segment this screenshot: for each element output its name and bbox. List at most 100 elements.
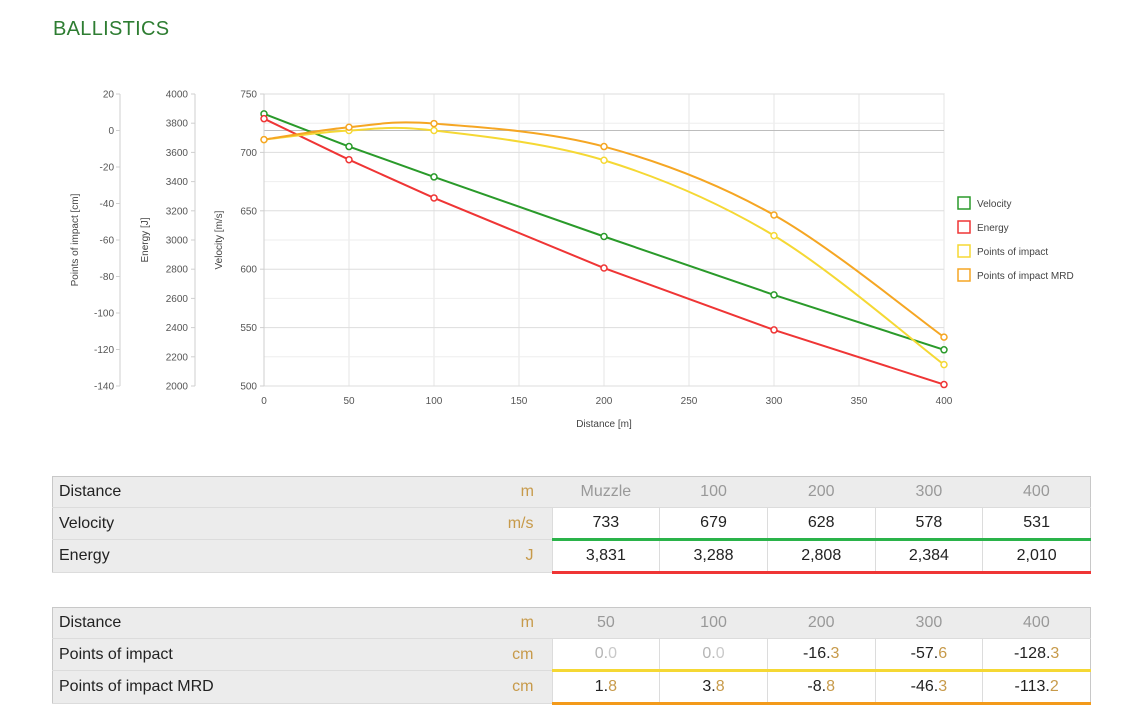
points-of-impact-mrd-point xyxy=(940,333,948,341)
energy-tick-label: 2400 xyxy=(166,323,189,334)
impact-mrd-cell: -113.2 xyxy=(982,670,1091,705)
distance-cell: 400 xyxy=(982,607,1091,639)
impact-tick-label: -120 xyxy=(94,345,114,356)
velocity-point xyxy=(600,232,608,241)
points-of-impact-mrd-point xyxy=(345,123,353,131)
distance-cell: 100 xyxy=(659,476,768,508)
row-label: Energy xyxy=(52,539,439,573)
x-tick-label: 400 xyxy=(936,396,953,407)
energy-tick-label: 4000 xyxy=(166,90,189,101)
energy-point xyxy=(345,155,353,164)
velocity-tick-label: 550 xyxy=(240,323,257,334)
energy-cell: 3,831 xyxy=(551,539,660,574)
velocity-tick-label: 500 xyxy=(240,382,257,393)
distance-cell: 50 xyxy=(552,607,660,639)
points-of-impact-mrd-point xyxy=(770,211,778,219)
points-of-impact-mrd-point xyxy=(430,119,438,128)
velocity-cell: 578 xyxy=(874,507,983,541)
impact-tick-label: -140 xyxy=(94,382,114,393)
energy-tick-label: 3200 xyxy=(166,206,189,217)
impact-table: Distance m 50 100 200 300 400 Points of … xyxy=(52,607,1091,705)
velocity-cell: 679 xyxy=(659,507,768,541)
impact-mrd-cell: 1.8 xyxy=(551,670,660,705)
legend-swatch-velocity xyxy=(957,196,971,210)
energy-series-line xyxy=(263,117,945,386)
x-tick-label: 250 xyxy=(681,396,698,407)
velocity-tick-label: 650 xyxy=(240,206,257,217)
impact-tick-label: -40 xyxy=(100,199,115,210)
points-of-impact-mrd-point xyxy=(260,135,268,144)
points-of-impact-point xyxy=(940,360,948,369)
distance-cell: 400 xyxy=(982,476,1091,508)
table-row-energy: Energy J 3,831 3,288 2,808 2,384 2,010 xyxy=(52,539,1091,574)
velocity-cell: 531 xyxy=(982,507,1091,541)
energy-tick-label: 3800 xyxy=(166,119,189,130)
energy-point xyxy=(600,264,608,272)
legend-label-points-of-impact-mrd: Points of impact MRD xyxy=(977,271,1074,282)
energy-point xyxy=(260,114,268,123)
impact-axis-title: Points of impact [cm] xyxy=(70,193,81,286)
x-tick-label: 100 xyxy=(426,396,443,407)
velocity-tick-label: 700 xyxy=(240,148,257,159)
table-row-distance: Distance m Muzzle 100 200 300 400 xyxy=(52,476,1091,508)
ballistics-table: Distance m Muzzle 100 200 300 400 Veloci… xyxy=(52,476,1091,574)
velocity-point xyxy=(940,346,948,354)
points-of-impact-point xyxy=(770,231,778,240)
points-of-impact-point xyxy=(600,156,608,164)
impact-cell: 0.0 xyxy=(659,638,768,672)
points-of-impact-mrd-point xyxy=(600,142,608,151)
table-row-velocity: Velocity m/s 733 679 628 578 531 xyxy=(52,507,1091,541)
distance-cell: 100 xyxy=(659,607,768,639)
row-label: Distance xyxy=(52,607,439,639)
distance-cell: 200 xyxy=(767,476,876,508)
row-label: Points of impact xyxy=(52,638,439,671)
velocity-tick-label: 600 xyxy=(240,265,257,276)
row-unit: m xyxy=(439,476,552,508)
row-label: Points of impact MRD xyxy=(52,670,439,704)
legend-swatch-energy xyxy=(957,220,971,234)
impact-tick-label: 0 xyxy=(108,126,114,137)
velocity-cell: 628 xyxy=(766,507,876,541)
velocity-point xyxy=(345,142,353,151)
impact-cell: -57.6 xyxy=(874,638,983,672)
impact-cell: 0.0 xyxy=(551,638,660,672)
legend-label-energy: Energy xyxy=(977,223,1009,234)
energy-axis-title: Energy [J] xyxy=(140,217,151,262)
energy-cell: 3,288 xyxy=(659,539,768,574)
row-label: Distance xyxy=(52,476,439,508)
energy-tick-label: 3000 xyxy=(166,236,189,247)
table-row-distance: Distance m 50 100 200 300 400 xyxy=(52,607,1091,639)
legend-swatch-points-of-impact xyxy=(957,244,971,258)
table-row-points-of-impact: Points of impact cm 0.0 0.0 -16.3 -57.6 … xyxy=(52,638,1091,672)
velocity-axis-title: Velocity [m/s] xyxy=(214,210,225,269)
distance-cell: 200 xyxy=(767,607,876,639)
impact-cell: -16.3 xyxy=(766,638,876,672)
velocity-point xyxy=(770,291,778,299)
impact-mrd-cell: 3.8 xyxy=(659,670,768,705)
row-unit: cm xyxy=(439,638,552,671)
x-axis-label: Distance [m] xyxy=(576,419,632,430)
energy-point xyxy=(940,380,948,389)
row-unit: m/s xyxy=(439,507,552,540)
energy-tick-label: 3600 xyxy=(166,148,189,159)
energy-cell: 2,010 xyxy=(982,539,1091,574)
row-unit: m xyxy=(439,607,552,639)
x-tick-label: 300 xyxy=(766,396,783,407)
velocity-tick-label: 750 xyxy=(240,90,257,101)
energy-point xyxy=(770,326,778,334)
velocity-series-line xyxy=(263,112,945,351)
energy-tick-label: 3400 xyxy=(166,177,189,188)
row-unit: J xyxy=(439,539,552,573)
impact-tick-label: -100 xyxy=(94,309,114,320)
row-unit: cm xyxy=(439,670,552,704)
legend-label-velocity: Velocity xyxy=(977,199,1011,210)
energy-tick-label: 2200 xyxy=(166,352,189,363)
velocity-point xyxy=(430,173,438,181)
energy-tick-label: 2800 xyxy=(166,265,189,276)
x-tick-label: 150 xyxy=(511,396,528,407)
x-tick-label: 50 xyxy=(343,396,355,407)
energy-cell: 2,808 xyxy=(766,539,876,574)
points-of-impact-point xyxy=(430,126,438,135)
distance-cell: 300 xyxy=(875,476,983,508)
distance-cell: Muzzle xyxy=(552,476,660,508)
